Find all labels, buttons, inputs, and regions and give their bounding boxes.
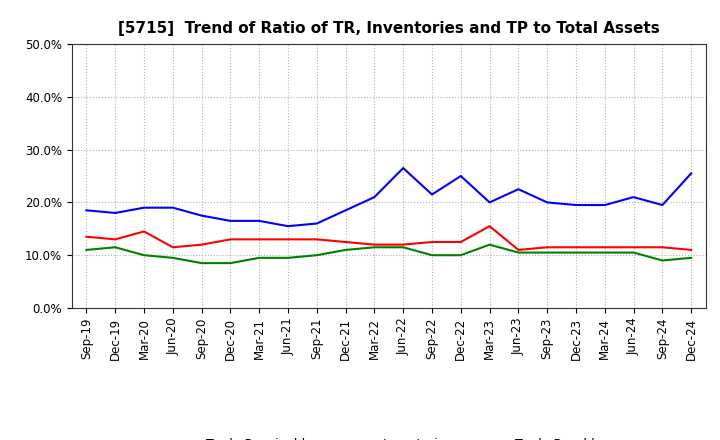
Trade Payables — [370, 245, 379, 250]
Inventories — [687, 171, 696, 176]
Trade Receivables — [82, 234, 91, 239]
Inventories — [543, 200, 552, 205]
Line: Trade Payables: Trade Payables — [86, 245, 691, 263]
Trade Payables — [485, 242, 494, 247]
Trade Receivables — [687, 247, 696, 253]
Trade Payables — [168, 255, 177, 260]
Trade Payables — [543, 250, 552, 255]
Trade Receivables — [197, 242, 206, 247]
Inventories — [111, 210, 120, 216]
Inventories — [284, 224, 292, 229]
Inventories — [399, 165, 408, 171]
Inventories — [572, 202, 580, 208]
Trade Receivables — [572, 245, 580, 250]
Trade Receivables — [341, 239, 350, 245]
Trade Receivables — [255, 237, 264, 242]
Inventories — [197, 213, 206, 218]
Trade Receivables — [399, 242, 408, 247]
Trade Receivables — [370, 242, 379, 247]
Trade Receivables — [168, 245, 177, 250]
Trade Payables — [658, 258, 667, 263]
Legend: Trade Receivables, Inventories, Trade Payables: Trade Receivables, Inventories, Trade Pa… — [164, 433, 613, 440]
Trade Receivables — [600, 245, 609, 250]
Line: Trade Receivables: Trade Receivables — [86, 226, 691, 250]
Trade Receivables — [456, 239, 465, 245]
Inventories — [658, 202, 667, 208]
Trade Payables — [341, 247, 350, 253]
Inventories — [341, 208, 350, 213]
Trade Receivables — [543, 245, 552, 250]
Trade Receivables — [312, 237, 321, 242]
Inventories — [140, 205, 148, 210]
Inventories — [456, 173, 465, 179]
Trade Payables — [687, 255, 696, 260]
Trade Payables — [255, 255, 264, 260]
Inventories — [629, 194, 638, 200]
Inventories — [312, 221, 321, 226]
Inventories — [226, 218, 235, 224]
Trade Payables — [428, 253, 436, 258]
Trade Receivables — [111, 237, 120, 242]
Trade Payables — [600, 250, 609, 255]
Trade Payables — [284, 255, 292, 260]
Trade Receivables — [428, 239, 436, 245]
Line: Inventories: Inventories — [86, 168, 691, 226]
Inventories — [514, 187, 523, 192]
Inventories — [168, 205, 177, 210]
Trade Receivables — [485, 224, 494, 229]
Trade Payables — [399, 245, 408, 250]
Trade Payables — [572, 250, 580, 255]
Trade Payables — [456, 253, 465, 258]
Inventories — [255, 218, 264, 224]
Trade Payables — [312, 253, 321, 258]
Trade Receivables — [658, 245, 667, 250]
Trade Payables — [82, 247, 91, 253]
Inventories — [82, 208, 91, 213]
Trade Payables — [111, 245, 120, 250]
Trade Payables — [140, 253, 148, 258]
Trade Receivables — [514, 247, 523, 253]
Trade Payables — [197, 260, 206, 266]
Trade Payables — [226, 260, 235, 266]
Trade Receivables — [629, 245, 638, 250]
Inventories — [370, 194, 379, 200]
Trade Receivables — [284, 237, 292, 242]
Inventories — [600, 202, 609, 208]
Trade Receivables — [140, 229, 148, 234]
Trade Payables — [629, 250, 638, 255]
Trade Payables — [514, 250, 523, 255]
Inventories — [485, 200, 494, 205]
Inventories — [428, 192, 436, 197]
Trade Receivables — [226, 237, 235, 242]
Title: [5715]  Trend of Ratio of TR, Inventories and TP to Total Assets: [5715] Trend of Ratio of TR, Inventories… — [118, 21, 660, 36]
